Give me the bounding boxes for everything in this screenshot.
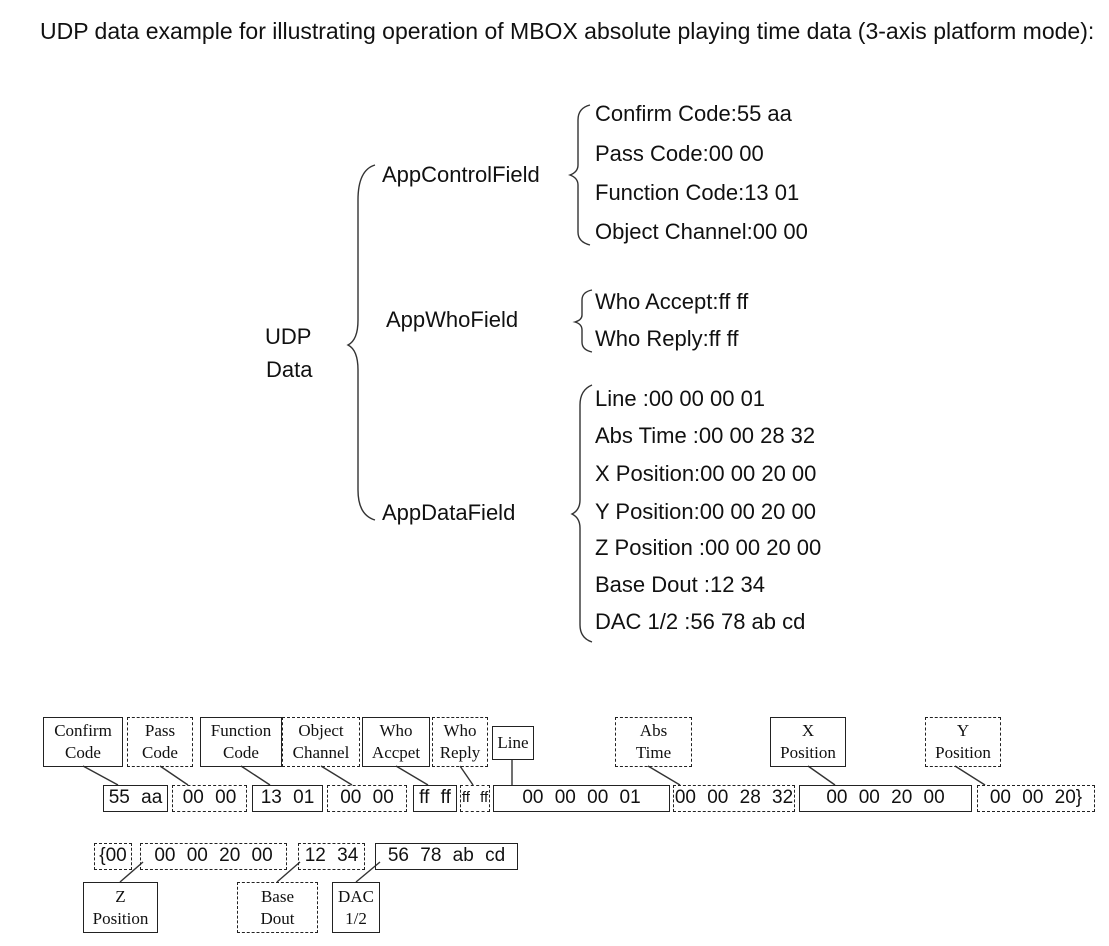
control-item: Object Channel:00 00 — [595, 219, 808, 244]
page-title: UDP data example for illustrating operat… — [40, 18, 1095, 44]
label-z-position: Z Position — [83, 882, 158, 933]
app-who-field-label: AppWhoField — [386, 307, 519, 332]
data-item: Line :00 00 00 01 — [595, 386, 766, 411]
data-item: X Position:00 00 20 00 — [595, 461, 817, 486]
app-control-field-label: AppControlField — [382, 162, 540, 187]
control-brace — [568, 104, 591, 246]
label-pass-code: Pass Code — [127, 717, 193, 767]
label-abs-time: Abs Time — [615, 717, 692, 767]
label-object-channel: Object Channel — [282, 717, 360, 767]
data-label: Data — [266, 357, 313, 382]
root-brace — [346, 164, 376, 521]
app-data-field-label: AppDataField — [382, 500, 516, 525]
who-item: Who Accept:ff ff — [595, 289, 749, 314]
hex-base-dout: 12 34 — [298, 843, 365, 870]
label-y-position: Y Position — [925, 717, 1001, 767]
data-item: Base Dout :12 34 — [595, 572, 766, 597]
hex-abs-time: 00 00 28 32 — [673, 785, 795, 812]
data-item: Y Position:00 00 20 00 — [595, 499, 816, 524]
hex-x-position: 00 00 20 00 — [799, 785, 972, 812]
data-item: Abs Time :00 00 28 32 — [595, 423, 816, 448]
hex-line: 00 00 00 01 — [493, 785, 670, 812]
label-function-code: Function Code — [200, 717, 282, 767]
control-item: Pass Code:00 00 — [595, 141, 764, 166]
hex-object-channel: 00 00 — [327, 785, 407, 812]
label-who-reply: Who Reply — [432, 717, 488, 767]
label-base-dout: Base Dout — [237, 882, 318, 933]
hex-function-code: 13 01 — [252, 785, 323, 812]
hex-pass-code: 00 00 — [172, 785, 247, 812]
label-who-accept: Who Accpet — [362, 717, 430, 767]
hex-y-position-part: 00 00 20} — [977, 785, 1095, 812]
label-dac: DAC 1/2 — [332, 882, 380, 933]
data-item: Z Position :00 00 20 00 — [595, 535, 822, 560]
who-brace — [572, 289, 593, 353]
data-brace — [570, 384, 593, 643]
hex-confirm-code: 55 aa — [103, 785, 168, 812]
hex-z-position: 00 00 20 00 — [140, 843, 287, 870]
who-item: Who Reply:ff ff — [595, 326, 739, 351]
data-item: DAC 1/2 :56 78 ab cd — [595, 609, 806, 634]
hex-y-position-rest: {00 — [94, 843, 132, 870]
label-confirm-code: Confirm Code — [43, 717, 123, 767]
label-line: Line — [492, 726, 534, 760]
hex-who-reply: ff ff — [460, 785, 490, 812]
label-x-position: X Position — [770, 717, 846, 767]
hex-dac: 56 78 ab cd — [375, 843, 518, 870]
control-item: Function Code:13 01 — [595, 180, 800, 205]
hex-who-accept: ff ff — [413, 785, 457, 812]
udp-label: UDP — [265, 324, 312, 349]
control-item: Confirm Code:55 aa — [595, 101, 792, 126]
